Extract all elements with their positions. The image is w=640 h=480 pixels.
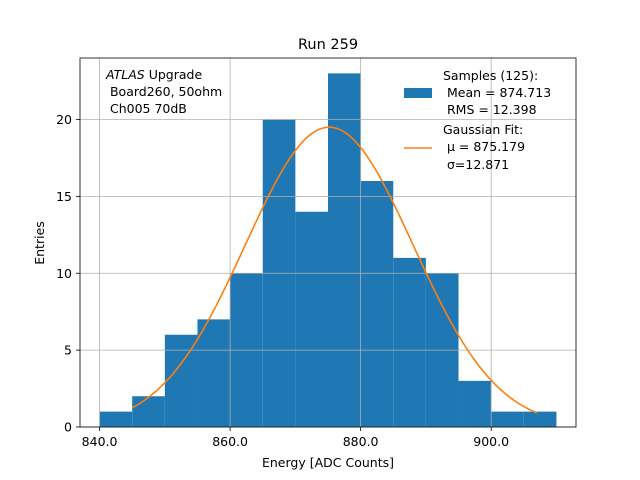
legend-samples-line1: Samples (125): — [443, 68, 538, 83]
y-tick-label: 5 — [64, 343, 72, 358]
y-tick-label: 10 — [56, 266, 72, 281]
histogram-bar — [132, 396, 165, 427]
x-axis-label: Energy [ADC Counts] — [262, 455, 394, 470]
histogram-bar — [197, 319, 231, 427]
legend-fit-sigma: σ=12.871 — [443, 157, 509, 172]
y-tick-label: 15 — [56, 189, 72, 204]
annotation-line-3: Ch005 70dB — [106, 101, 187, 116]
x-tick-label: 840.0 — [82, 434, 118, 449]
annotation-box: ATLAS Upgrade Board260, 50ohm Ch005 70dB — [105, 67, 222, 116]
legend-samples-mean: Mean = 874.713 — [443, 85, 551, 100]
chart-title: Run 259 — [298, 37, 358, 53]
atlas-label: ATLAS — [105, 67, 145, 82]
legend-samples-swatch — [404, 88, 432, 98]
histogram-bar — [360, 181, 394, 427]
x-tick-label: 880.0 — [343, 434, 379, 449]
x-tick-label: 860.0 — [212, 434, 248, 449]
annotation-line-2: Board260, 50ohm — [106, 84, 222, 99]
y-tick-label: 20 — [56, 112, 72, 127]
histogram-bar — [99, 411, 133, 427]
plot-frame — [79, 57, 577, 428]
histogram-bar — [491, 411, 524, 427]
histogram-bar — [393, 257, 426, 427]
histogram-bar — [458, 380, 492, 427]
legend: Samples (125): Mean = 874.713 RMS = 12.3… — [404, 68, 551, 172]
annotation-line-1: ATLAS Upgrade — [105, 67, 202, 82]
legend-fit-mu: μ = 875.179 — [443, 139, 525, 154]
y-axis-label: Entries — [32, 221, 47, 265]
histogram-bar — [523, 411, 557, 427]
y-axis-ticks: 0 5 10 15 20 — [56, 112, 80, 435]
histogram-bar — [164, 334, 198, 427]
histogram-bar — [328, 73, 361, 427]
legend-fit-line1: Gaussian Fit: — [443, 122, 523, 137]
grid-lines — [80, 58, 576, 428]
gaussian-fit-layer — [131, 126, 538, 414]
upgrade-label: Upgrade — [145, 67, 203, 82]
x-tick-label: 900.0 — [473, 434, 509, 449]
x-axis-ticks: 840.0 860.0 880.0 900.0 — [82, 427, 509, 449]
gaussian-fit-curve — [131, 126, 538, 414]
histogram-bar — [295, 211, 328, 427]
legend-samples-rms: RMS = 12.398 — [443, 102, 537, 117]
y-tick-label: 0 — [64, 420, 72, 435]
